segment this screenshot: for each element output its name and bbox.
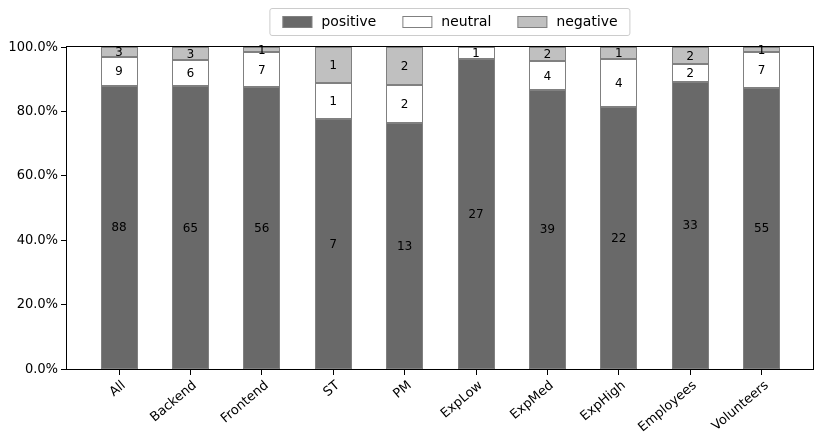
bar-segment-employees-neutral: 2	[671, 64, 709, 82]
bar-segment-frontend-neutral: 7	[243, 52, 281, 88]
bar-value-label: 2	[543, 47, 552, 62]
bar-segment-st-neutral: 1	[314, 82, 352, 119]
xtick-mark	[761, 370, 763, 375]
ytick-label: 20.0%	[16, 297, 58, 313]
bar-value-label: 1	[614, 45, 623, 60]
legend-label-positive: positive	[321, 14, 377, 30]
bar-segment-pm-negative: 2	[386, 47, 424, 85]
bar-value-label: 88	[111, 220, 127, 235]
legend-item-neutral: neutral	[402, 14, 491, 30]
bar-segment-frontend-positive: 56	[243, 87, 281, 369]
bar-segment-expmed-positive: 39	[528, 89, 566, 369]
ytick-mark	[61, 110, 66, 112]
ytick-label: 100.0%	[8, 39, 58, 55]
ytick-label: 60.0%	[16, 168, 58, 184]
bar-value-label: 4	[543, 68, 552, 83]
bar-segment-employees-positive: 33	[671, 81, 709, 369]
xtick-mark	[689, 370, 691, 375]
ytick-label: 0.0%	[24, 361, 58, 377]
xtick-mark	[189, 370, 191, 375]
ytick-mark	[61, 175, 66, 177]
bar-value-label: 55	[753, 221, 770, 236]
bar-segment-backend-neutral: 6	[171, 60, 209, 87]
bar-value-label: 6	[186, 66, 195, 81]
xtick-mark	[332, 370, 334, 375]
legend-swatch-negative-icon	[517, 16, 548, 28]
bar-segment-employees-negative: 2	[671, 47, 709, 65]
bar-value-label: 3	[186, 46, 195, 61]
bar-value-label: 65	[182, 220, 199, 235]
legend-label-neutral: neutral	[441, 14, 492, 30]
xtick-mark	[546, 370, 548, 375]
xtick-mark	[475, 370, 477, 375]
bar-value-label: 1	[329, 57, 337, 72]
ytick-mark	[61, 304, 66, 306]
bar-value-label: 2	[686, 66, 694, 81]
bar-segment-backend-negative: 3	[171, 46, 209, 61]
bar-value-label: 7	[757, 63, 766, 77]
bar-segment-all-neutral: 9	[100, 56, 138, 86]
bar-segment-frontend-negative: 1	[243, 43, 281, 57]
bar-segment-volunteers-neutral: 7	[743, 52, 781, 88]
legend-swatch-neutral-icon	[402, 16, 433, 28]
legend: positive neutral negative	[269, 8, 631, 36]
legend-item-positive: positive	[282, 14, 376, 30]
bar-value-label: 7	[257, 62, 266, 77]
xtick-mark	[618, 370, 620, 375]
bar-value-label: 13	[396, 238, 413, 253]
bar-segment-pm-neutral: 2	[386, 84, 424, 123]
bar-segment-pm-positive: 13	[386, 122, 424, 369]
bar-segment-st-positive: 7	[314, 118, 352, 369]
bar-value-label: 1	[472, 45, 480, 60]
bar-value-label: 9	[115, 64, 123, 79]
bar-value-label: 4	[614, 75, 623, 90]
xtick-mark	[118, 370, 120, 375]
bar-segment-volunteers-negative: 1	[743, 43, 781, 57]
bar-segment-explow-positive: 27	[457, 58, 495, 369]
xtick-mark	[404, 370, 406, 375]
bar-value-label: 39	[539, 222, 556, 237]
ytick-mark	[61, 239, 66, 241]
bar-segment-backend-positive: 65	[171, 86, 209, 369]
bar-value-label: 1	[329, 93, 337, 108]
legend-item-negative: negative	[517, 14, 618, 30]
bar-value-label: 33	[682, 218, 698, 233]
bar-value-label: 27	[468, 206, 484, 221]
bar-segment-all-positive: 88	[100, 85, 138, 369]
bar-segment-st-negative: 1	[314, 47, 352, 83]
ytick-label: 80.0%	[16, 103, 58, 119]
bar-segment-exphigh-negative: 1	[600, 45, 638, 60]
xtick-label-all: All	[106, 378, 129, 400]
ytick-label: 40.0%	[16, 232, 58, 248]
bar-value-label: 56	[254, 221, 270, 236]
bar-value-label: 1	[257, 42, 266, 57]
ytick-mark	[61, 368, 66, 370]
bar-segment-expmed-neutral: 4	[528, 61, 566, 90]
bar-segment-explow-neutral: 1	[457, 45, 495, 60]
legend-swatch-positive-icon	[282, 16, 313, 28]
bar-value-label: 7	[329, 236, 337, 251]
bar-value-label: 3	[115, 44, 123, 59]
bar-value-label: 2	[686, 48, 694, 63]
plot-area: 88 9 3 65 6 3 56 7 1 7 1 1 13 2 2 27 1 39 4 2 22 4 1 33 2 2 55 7 1	[66, 43, 814, 370]
bar-segment-exphigh-positive: 22	[600, 106, 638, 369]
bar-value-label: 22	[611, 230, 627, 245]
xtick-mark	[261, 370, 263, 375]
bar-value-label: 1	[757, 42, 766, 57]
bar-value-label: 2	[400, 58, 409, 73]
bar-segment-exphigh-neutral: 4	[600, 58, 638, 107]
legend-label-negative: negative	[556, 14, 618, 30]
bar-segment-all-negative: 3	[100, 44, 138, 59]
bar-segment-volunteers-positive: 55	[743, 87, 781, 369]
ytick-mark	[61, 46, 66, 48]
bar-segment-expmed-negative: 2	[528, 47, 566, 62]
bar-value-label: 2	[400, 96, 409, 111]
